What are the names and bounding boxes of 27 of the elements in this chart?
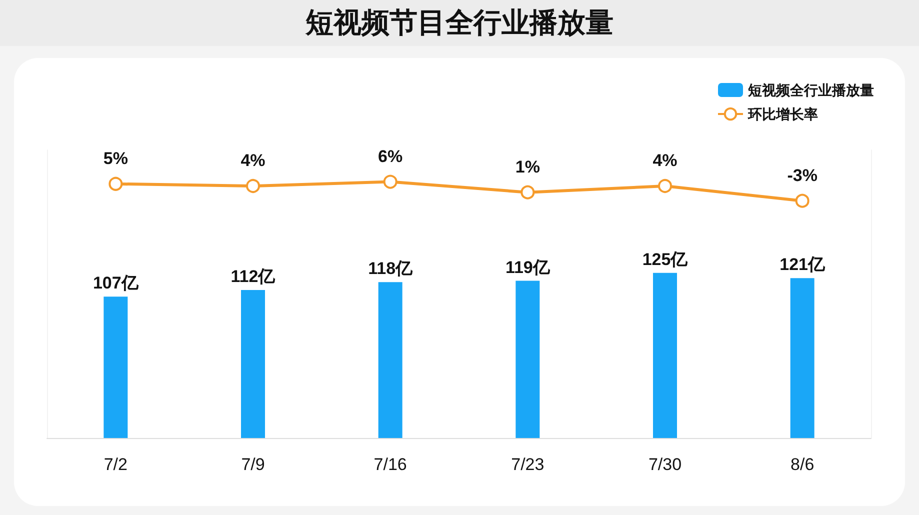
data-label: 4%	[652, 151, 678, 170]
data-label: 5%	[103, 148, 128, 168]
data-label: 119亿	[505, 258, 551, 277]
legend-label: 短视频全行业播放量	[747, 82, 874, 98]
data-label: 6%	[378, 146, 403, 166]
point	[246, 179, 260, 193]
point	[108, 176, 123, 191]
data-label: 112亿	[230, 267, 276, 286]
point	[795, 194, 810, 208]
point	[383, 174, 398, 189]
data-label: -3%	[787, 166, 818, 185]
x-tick-label: 7/9	[241, 455, 265, 474]
x-tick-label: 7/2	[104, 455, 128, 474]
data-label: 118亿	[368, 259, 414, 278]
data-label: 107亿	[92, 274, 140, 293]
data-label: 4%	[240, 151, 266, 170]
data-label: 1%	[515, 157, 540, 176]
point	[658, 179, 672, 193]
point	[520, 185, 535, 200]
x-tick-label: 7/23	[511, 455, 544, 474]
x-tick-label: 8/6	[790, 455, 814, 474]
x-tick-label: 7/16	[374, 455, 407, 474]
legend-label: 环比增长率	[747, 106, 818, 122]
chart-title: 短视频节目全行业播放量	[0, 0, 919, 46]
x-tick-label: 7/30	[648, 455, 682, 474]
data-label: 125亿	[642, 250, 689, 269]
data-label: 121亿	[780, 255, 826, 274]
